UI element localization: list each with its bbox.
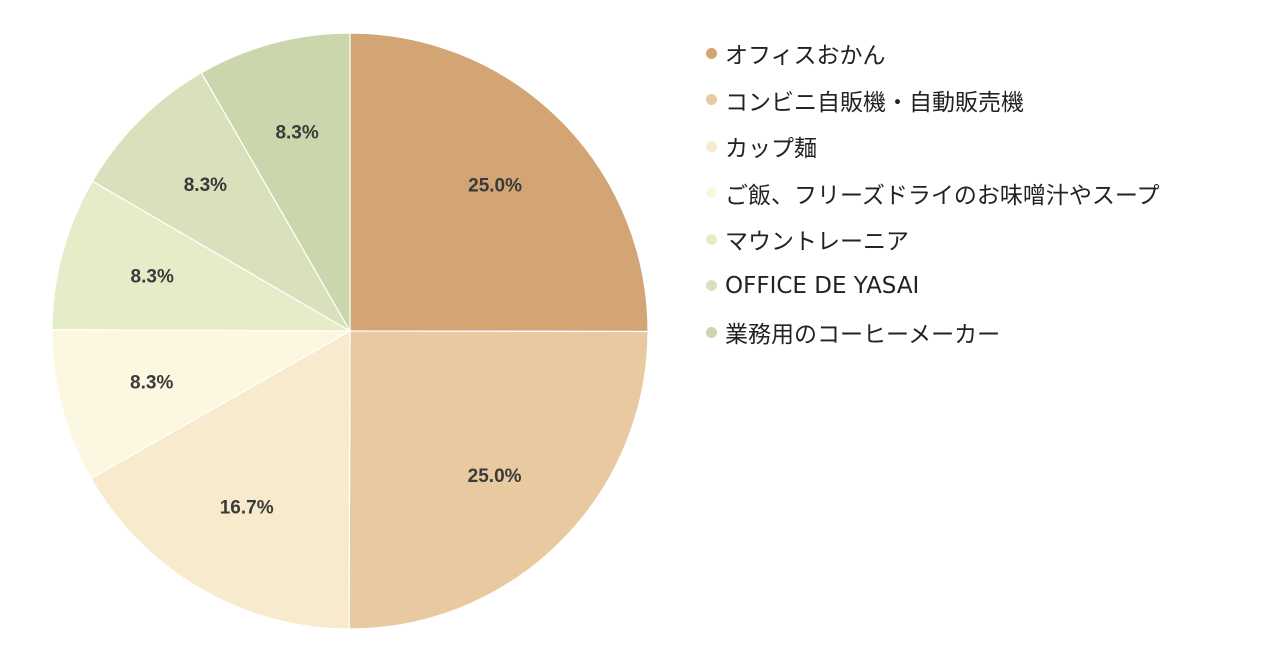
legend-label: 業務用のコーヒーメーカー: [725, 322, 1001, 349]
legend-swatch: [706, 140, 717, 152]
legend-label: マウントレーニア: [725, 229, 909, 256]
pie-slice: [90, 329, 351, 630]
legend-item: マウントレーニア: [706, 216, 1159, 263]
pie-slice: [91, 71, 352, 333]
slice-percent-label: 8.3%: [275, 122, 318, 143]
slice-percent-label: 8.3%: [184, 175, 227, 196]
legend-item: OFFICE DE YASAI: [706, 263, 1159, 310]
slice-percent-label: 25.0%: [468, 466, 522, 487]
slice-percent-label: 8.3%: [131, 267, 174, 288]
legend-label: カップ麺: [725, 136, 817, 163]
pie-slice: [349, 32, 649, 333]
legend: オフィスおかんコンビニ自販機・自動販売機 カップ麺ご飯、フリーズドライのお味噌汁や…: [706, 30, 1159, 356]
pie-slice: [348, 330, 649, 630]
legend-item: 業務用のコーヒーメーカー: [706, 309, 1159, 356]
slice-percent-label: 8.3%: [130, 372, 173, 393]
pie-slice: [51, 180, 353, 332]
legend-swatch: [706, 280, 717, 292]
legend-swatch: [706, 326, 717, 338]
pie-chart: 25.0% 25.0% 16.7% 8.3% 8.3% 8.3% 8.3%: [51, 32, 649, 630]
slice-percent-label: 25.0%: [468, 176, 522, 197]
slice-percent-label: 16.7%: [220, 498, 274, 519]
legend-swatch: [706, 187, 717, 199]
legend-item: カップ麺: [706, 123, 1159, 170]
legend-swatch: [706, 94, 717, 106]
legend-label: OFFICE DE YASAI: [725, 272, 920, 299]
pie-slice: [200, 32, 351, 334]
legend-label: コンビニ自販機・自動販売機: [725, 89, 1024, 116]
legend-label: オフィスおかん: [725, 43, 886, 70]
legend-label: ご飯、フリーズドライのお味噌汁やスープ: [725, 182, 1160, 209]
legend-swatch: [706, 233, 717, 245]
legend-swatch: [706, 47, 717, 59]
pie-slice: [51, 328, 353, 480]
legend-item: ご飯、フリーズドライのお味噌汁やスープ: [706, 170, 1159, 217]
legend-item: コンビニ自販機・自動販売機: [706, 77, 1159, 124]
legend-item: オフィスおかん: [706, 30, 1159, 77]
